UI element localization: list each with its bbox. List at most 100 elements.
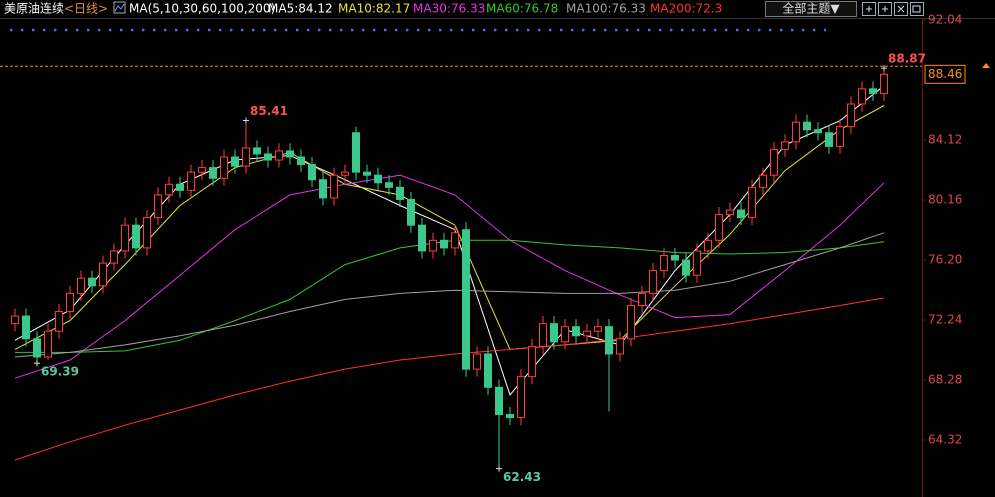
candle-body xyxy=(231,156,239,167)
candle-body xyxy=(374,174,382,184)
candle-body xyxy=(77,277,85,294)
candle-body xyxy=(627,304,635,340)
candle-body xyxy=(253,147,261,155)
icon-button[interactable] xyxy=(878,2,892,16)
candle-body xyxy=(781,141,789,150)
candle-body xyxy=(176,183,184,191)
icon-button[interactable] xyxy=(862,2,876,16)
candle-body xyxy=(484,353,492,388)
candle-body xyxy=(132,224,140,249)
candle-body xyxy=(539,323,547,347)
extreme-label: 85.41 xyxy=(250,104,288,118)
period: <日线> xyxy=(64,2,108,16)
candle-body xyxy=(33,338,41,358)
legend: MA5:84.12 MA10:82.17 MA30:76.33 MA60:76.78 M… xyxy=(268,2,722,16)
candle-body xyxy=(154,194,162,219)
candle-body xyxy=(836,126,844,147)
candle-body xyxy=(55,311,63,332)
y-tick-label: 72.24 xyxy=(928,313,962,327)
ma-line xyxy=(14,232,885,358)
candle-body xyxy=(352,132,360,173)
candle-body xyxy=(275,150,283,161)
candle-body xyxy=(407,198,415,226)
candle-body xyxy=(66,292,74,313)
candle-body xyxy=(121,224,129,252)
candle-body xyxy=(550,323,558,343)
candle-body xyxy=(220,156,228,179)
candle-body xyxy=(858,88,866,105)
y-tick-label: 76.20 xyxy=(928,253,962,267)
candle-body xyxy=(330,174,338,199)
candle-body xyxy=(561,326,569,343)
candle-body xyxy=(517,376,525,419)
candle-body xyxy=(11,315,19,325)
extreme-marker xyxy=(881,65,887,72)
candle-body xyxy=(473,353,481,370)
candle-body xyxy=(143,217,151,249)
candle-body xyxy=(495,386,503,416)
legend-entry: MA100:76.33 xyxy=(566,2,646,16)
ma-line xyxy=(14,297,885,461)
legend-entry: MA60:76.78 xyxy=(486,2,558,16)
indicator-icon-glyph xyxy=(114,3,125,12)
candle-body xyxy=(165,183,173,196)
extreme-marker xyxy=(243,117,249,124)
icon-button[interactable] xyxy=(910,2,924,16)
candle-body xyxy=(319,179,327,199)
candle-body xyxy=(583,330,591,337)
candle-body xyxy=(594,326,602,332)
indicator-label: MA(5,10,30,60,100,200) xyxy=(129,2,275,16)
y-tick-label: 80.16 xyxy=(928,193,962,207)
candle-body xyxy=(847,103,855,128)
y-tick-label: 64.32 xyxy=(928,433,962,447)
candle-body xyxy=(869,88,877,94)
theme-button-label: 全部主题▼ xyxy=(782,1,840,16)
extreme-label: 88.87 xyxy=(888,52,926,66)
extreme-label: 69.39 xyxy=(41,365,79,379)
candle-body xyxy=(649,270,657,294)
candle-body xyxy=(308,164,316,181)
theme-button[interactable] xyxy=(765,1,857,17)
candle-body xyxy=(605,326,613,355)
last-price-box xyxy=(924,64,966,84)
legend-entry: MA5:84.12 xyxy=(268,2,333,16)
candle-body xyxy=(726,209,734,216)
candle-body xyxy=(825,132,833,147)
candle-body xyxy=(748,186,756,219)
candle-body xyxy=(44,330,52,358)
extreme-marker xyxy=(496,465,502,472)
candle-body xyxy=(682,259,690,276)
candle-body xyxy=(429,239,437,252)
candle-body xyxy=(341,171,349,176)
candle-body xyxy=(99,262,107,287)
candle-body xyxy=(286,150,294,158)
candle-body xyxy=(264,153,272,161)
candle-body xyxy=(704,239,712,252)
candle-body xyxy=(693,250,701,276)
icon-glyphs xyxy=(866,5,921,13)
candle-body xyxy=(88,277,96,287)
candle-body xyxy=(638,292,646,306)
candle-body xyxy=(440,239,448,249)
candle-body xyxy=(814,129,822,134)
y-tick-label: 92.04 xyxy=(928,13,962,27)
extreme-marker xyxy=(34,360,40,367)
y-tick-label: 68.28 xyxy=(928,373,962,387)
indicator-icon[interactable] xyxy=(113,1,126,14)
extreme-label: 62.43 xyxy=(503,470,541,484)
candle-body xyxy=(616,338,624,355)
candle-body xyxy=(418,224,426,252)
ma-line xyxy=(14,174,885,379)
candle-body xyxy=(715,214,723,241)
candle-body xyxy=(110,250,118,264)
candle-body xyxy=(803,121,811,131)
icon-button[interactable] xyxy=(894,2,908,16)
legend-entry: MA10:82.17 xyxy=(338,2,410,16)
candle-body xyxy=(396,186,404,200)
candle-body xyxy=(572,326,580,337)
candle-body xyxy=(187,171,195,191)
candle-body xyxy=(242,147,250,167)
